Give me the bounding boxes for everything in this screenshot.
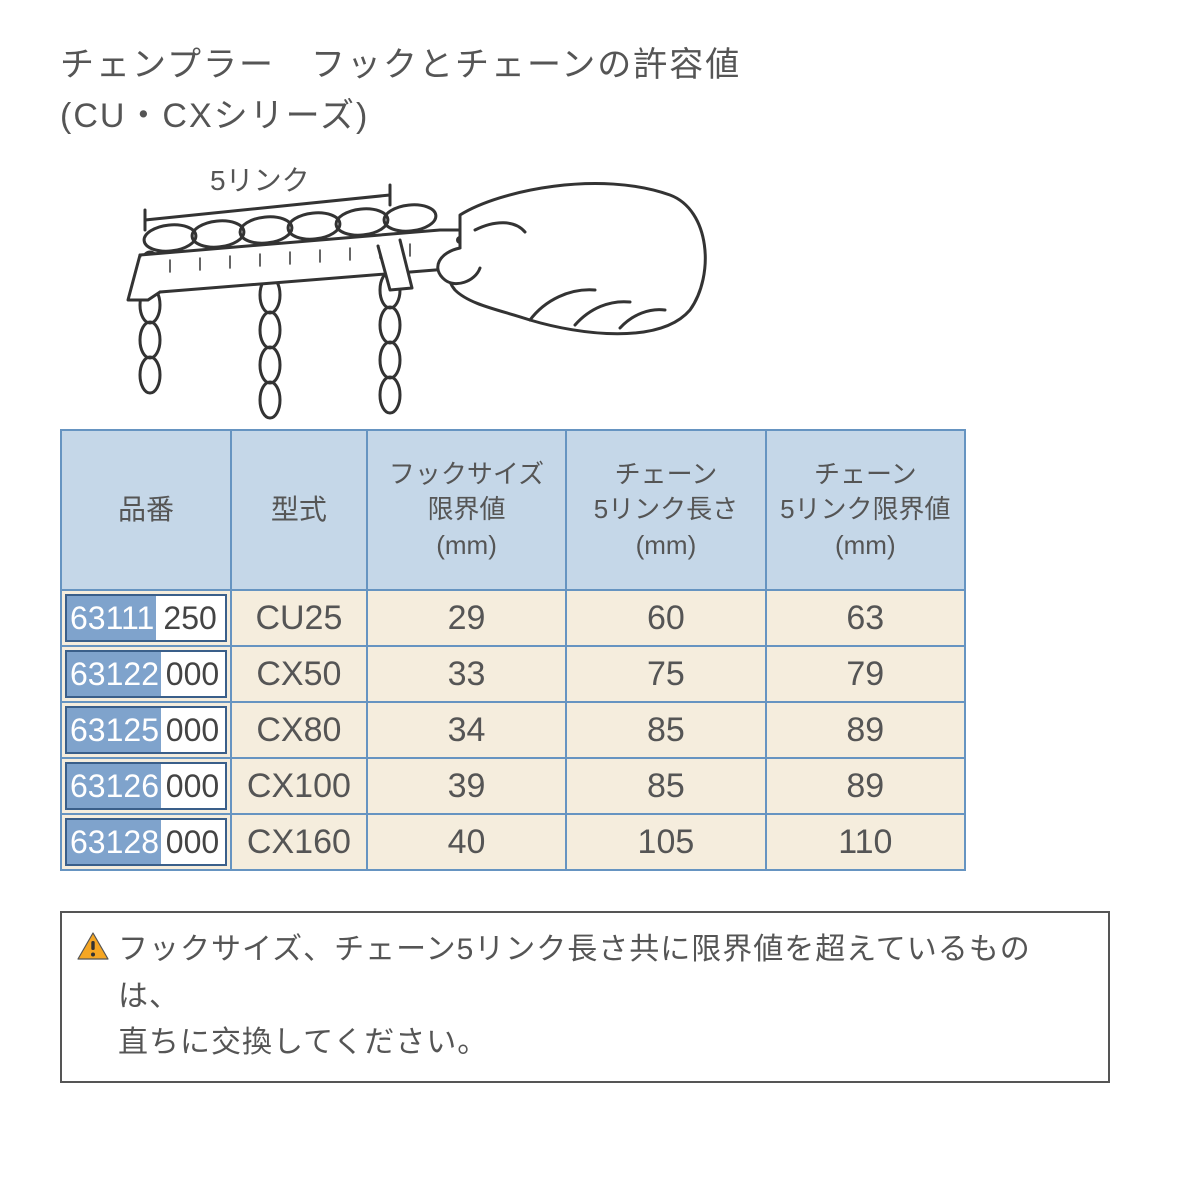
partnum-prefix: 63126 bbox=[67, 764, 161, 808]
limit-cell: 79 bbox=[766, 646, 965, 702]
hook-cell: 40 bbox=[367, 814, 566, 870]
limit-cell: 63 bbox=[766, 590, 965, 646]
col-header-limit: チェーン5リンク限界値(mm) bbox=[766, 430, 965, 590]
model-cell: CX50 bbox=[231, 646, 367, 702]
limit-cell: 110 bbox=[766, 814, 965, 870]
model-cell: CX100 bbox=[231, 758, 367, 814]
partnum-cell: 63128000 bbox=[61, 814, 231, 870]
hook-cell: 34 bbox=[367, 702, 566, 758]
table-row: 63111250CU25296063 bbox=[61, 590, 965, 646]
partnum-cell: 63122000 bbox=[61, 646, 231, 702]
length-cell: 85 bbox=[566, 758, 765, 814]
partnum-prefix: 63125 bbox=[67, 708, 161, 752]
length-cell: 105 bbox=[566, 814, 765, 870]
length-cell: 60 bbox=[566, 590, 765, 646]
partnum-suffix: 000 bbox=[161, 652, 225, 696]
table-row: 63126000CX100398589 bbox=[61, 758, 965, 814]
partnum-cell: 63125000 bbox=[61, 702, 231, 758]
table-row: 63125000CX80348589 bbox=[61, 702, 965, 758]
length-cell: 85 bbox=[566, 702, 765, 758]
five-link-label: 5リンク bbox=[210, 165, 310, 196]
partnum-suffix: 000 bbox=[161, 820, 225, 864]
hook-cell: 29 bbox=[367, 590, 566, 646]
partnum-prefix: 63128 bbox=[67, 820, 161, 864]
partnum-suffix: 250 bbox=[156, 596, 225, 640]
col-header-model: 型式 bbox=[231, 430, 367, 590]
warning-icon bbox=[76, 931, 110, 961]
table-header: 品番 型式 フックサイズ限界値(mm) チェーン5リンク長さ(mm) チェーン5… bbox=[61, 430, 965, 590]
model-cell: CX80 bbox=[231, 702, 367, 758]
hook-cell: 33 bbox=[367, 646, 566, 702]
page-title: チェンプラー フックとチェーンの許容値 (CU・CXシリーズ) bbox=[60, 40, 1140, 142]
col-header-partnum: 品番 bbox=[61, 430, 231, 590]
table-row: 63128000CX16040105110 bbox=[61, 814, 965, 870]
model-cell: CU25 bbox=[231, 590, 367, 646]
spec-table: 品番 型式 フックサイズ限界値(mm) チェーン5リンク長さ(mm) チェーン5… bbox=[60, 429, 966, 871]
title-line-1: チェンプラー フックとチェーンの許容値 bbox=[60, 46, 741, 84]
warning-box: フックサイズ、チェーン5リンク長さ共に限界値を超えているものは、直ちに交換してく… bbox=[60, 911, 1110, 1083]
hook-cell: 39 bbox=[367, 758, 566, 814]
table-row: 63122000CX50337579 bbox=[61, 646, 965, 702]
model-cell: CX160 bbox=[231, 814, 367, 870]
col-header-len: チェーン5リンク長さ(mm) bbox=[566, 430, 765, 590]
partnum-prefix: 63111 bbox=[67, 596, 156, 640]
limit-cell: 89 bbox=[766, 702, 965, 758]
partnum-cell: 63126000 bbox=[61, 758, 231, 814]
partnum-cell: 63111250 bbox=[61, 590, 231, 646]
col-header-hook: フックサイズ限界値(mm) bbox=[367, 430, 566, 590]
warning-text: フックサイズ、チェーン5リンク長さ共に限界値を超えているものは、直ちに交換してく… bbox=[118, 927, 1092, 1067]
partnum-suffix: 000 bbox=[161, 708, 225, 752]
title-line-2: (CU・CXシリーズ) bbox=[60, 97, 369, 135]
partnum-prefix: 63122 bbox=[67, 652, 161, 696]
limit-cell: 89 bbox=[766, 758, 965, 814]
chain-caliper-illustration: 5リンク bbox=[100, 160, 720, 420]
length-cell: 75 bbox=[566, 646, 765, 702]
partnum-suffix: 000 bbox=[161, 764, 225, 808]
